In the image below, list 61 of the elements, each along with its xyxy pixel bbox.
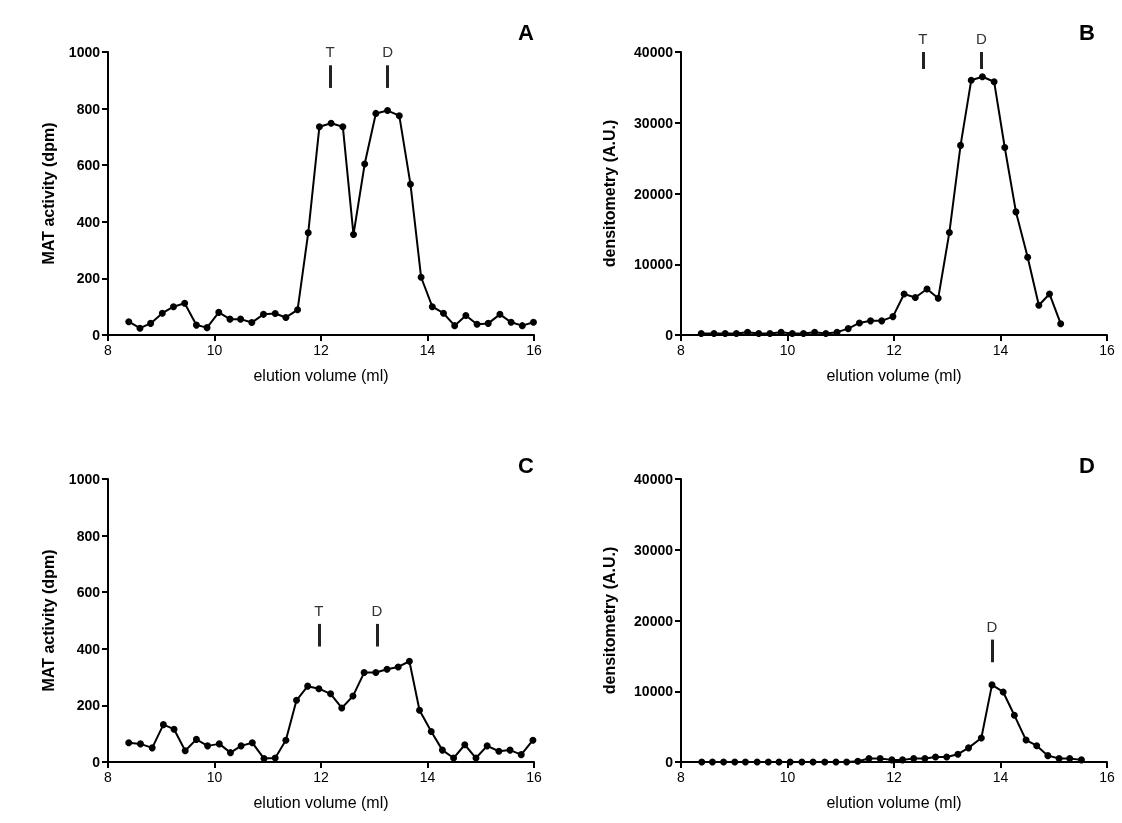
y-tick-label: 40000 [634, 44, 674, 60]
y-tick-label: 10000 [634, 683, 674, 700]
ref-line-label: T [918, 30, 928, 47]
y-tick-label: 800 [76, 527, 101, 544]
y-tick-label: 30000 [634, 541, 674, 558]
y-tick-label: 1000 [68, 471, 101, 487]
y-tick-label: 20000 [634, 612, 674, 629]
x-axis-title: elution volume (ml) [253, 793, 389, 811]
ref-line-label: D [986, 617, 998, 635]
x-tick-label: 16 [1099, 769, 1115, 785]
y-tick-label: 600 [76, 157, 101, 174]
x-tick-label: 16 [526, 342, 542, 358]
chart-title: D [1079, 452, 1095, 478]
chart-title: B [1079, 19, 1095, 45]
y-axis-title: densitometry (A.U.) [600, 546, 618, 695]
x-tick-label: 8 [104, 342, 113, 358]
ref-line-label: D [371, 601, 383, 619]
x-tick-label: 10 [206, 769, 223, 785]
ref-line-label: D [975, 30, 987, 47]
y-tick-label: 10000 [634, 256, 674, 273]
x-tick-label: 10 [206, 342, 223, 358]
y-tick-label: 30000 [634, 114, 674, 131]
y-tick-label: 0 [665, 754, 674, 770]
x-tick-label: 14 [992, 342, 1009, 358]
y-axis-title: MAT activity (dpm) [39, 549, 57, 692]
ref-line-label: T [314, 601, 324, 619]
y-tick-label: 800 [76, 100, 101, 117]
chart-title: A [518, 19, 535, 45]
x-axis-title: elution volume (ml) [826, 366, 962, 384]
x-tick-label: 14 [419, 769, 436, 785]
x-axis-title: elution volume (ml) [253, 366, 389, 384]
y-tick-label: 400 [76, 640, 101, 657]
x-tick-label: 16 [1099, 342, 1115, 358]
y-tick-label: 40000 [634, 471, 674, 487]
y-tick-label: 400 [76, 213, 101, 230]
y-tick-label: 600 [76, 584, 101, 601]
y-tick-label: 1000 [68, 44, 101, 60]
x-tick-label: 8 [677, 342, 686, 358]
x-tick-label: 8 [677, 769, 686, 785]
y-tick-label: 0 [665, 327, 674, 343]
x-tick-label: 12 [886, 342, 902, 358]
y-axis-title: densitometry (A.U.) [600, 119, 618, 268]
x-tick-label: 16 [526, 769, 542, 785]
y-tick-label: 0 [92, 754, 101, 770]
ref-line-label: T [325, 43, 335, 61]
x-tick-label: 10 [779, 342, 796, 358]
x-tick-label: 12 [886, 769, 902, 785]
y-tick-label: 0 [92, 327, 101, 343]
x-tick-label: 12 [313, 342, 329, 358]
y-axis-title: MAT activity (dpm) [39, 122, 57, 265]
x-tick-label: 14 [419, 342, 436, 358]
y-tick-label: 200 [76, 270, 101, 287]
x-tick-label: 12 [313, 769, 329, 785]
y-tick-label: 20000 [634, 185, 674, 202]
y-tick-label: 200 [76, 697, 101, 714]
x-tick-label: 14 [992, 769, 1009, 785]
chart-title: C [518, 452, 535, 478]
ref-line-label: D [382, 43, 394, 61]
x-tick-label: 8 [104, 769, 113, 785]
x-axis-title: elution volume (ml) [826, 793, 962, 811]
x-tick-label: 10 [779, 769, 796, 785]
